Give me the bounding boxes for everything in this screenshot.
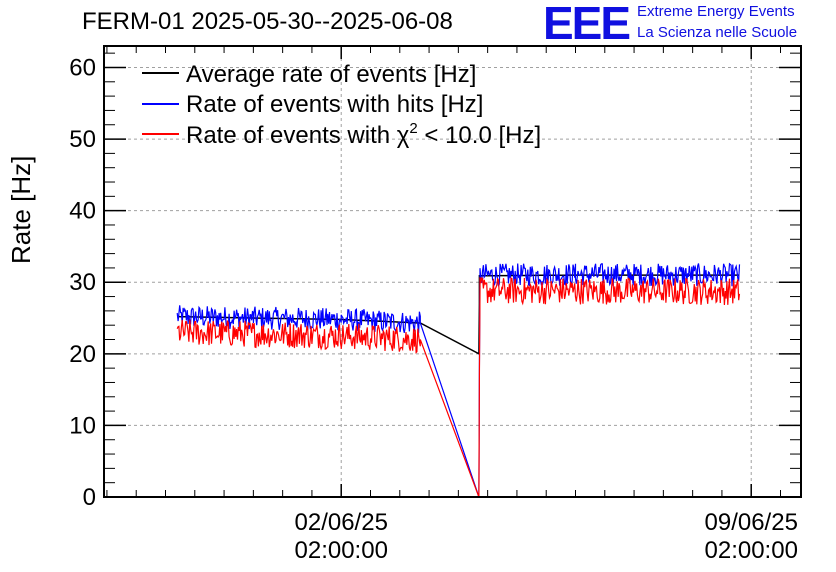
legend-chi2-symbol: χ <box>397 122 410 149</box>
logo-line-1: Extreme Energy Events <box>637 3 795 20</box>
y-tick-label: 0 <box>83 484 96 511</box>
y-axis-label: Rate [Hz] <box>6 155 36 264</box>
legend-chi2-superscript: 2 <box>409 120 417 137</box>
legend-chi2-suffix: < 10.0 [Hz] <box>418 122 541 149</box>
logo-line-2: La Scienza nelle Scuole <box>637 24 798 41</box>
legend-label-chi2: Rate of events with χ2 < 10.0 [Hz] <box>186 120 541 149</box>
legend-chi2-prefix: Rate of events with <box>186 122 397 149</box>
y-tick-label: 30 <box>69 269 96 296</box>
y-tick-label: 50 <box>69 126 96 153</box>
x-tick-label-date: 09/06/25 <box>705 509 798 536</box>
series-line-chi2 <box>176 277 741 498</box>
y-tick-label: 60 <box>69 54 96 81</box>
x-tick-label-time: 02:00:00 <box>295 537 388 564</box>
legend: Average rate of events [Hz] Rate of even… <box>142 61 541 149</box>
series-layer <box>176 262 741 498</box>
legend-label-hits: Rate of events with hits [Hz] <box>186 91 483 118</box>
chart-title: FERM-01 2025-05-30--2025-06-08 <box>82 8 453 35</box>
plot-frame <box>103 45 802 498</box>
series-line-hits <box>176 262 741 498</box>
y-tick-label: 20 <box>69 341 96 368</box>
axis-ticks: 010203040506002/06/2502:00:0009/06/2502:… <box>69 46 801 564</box>
x-tick-label-date: 02/06/25 <box>295 509 388 536</box>
legend-label-average: Average rate of events [Hz] <box>186 61 476 88</box>
y-tick-label: 40 <box>69 198 96 225</box>
y-tick-label: 10 <box>69 412 96 439</box>
eee-logo-mark: EEE <box>543 0 631 49</box>
x-tick-label-time: 02:00:00 <box>705 537 798 564</box>
